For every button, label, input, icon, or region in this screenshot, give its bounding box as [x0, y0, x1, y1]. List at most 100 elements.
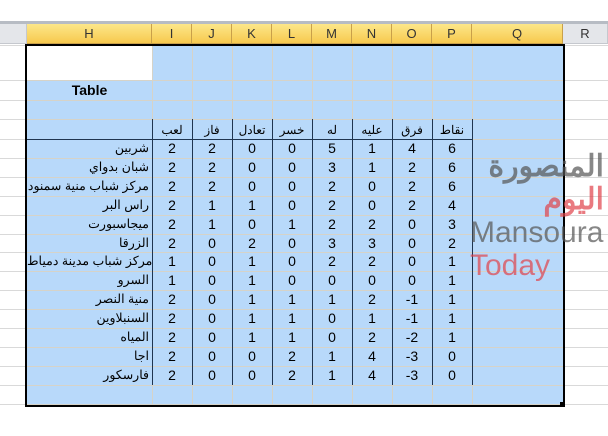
- gridline: [27, 271, 563, 273]
- stat-cell: 3: [448, 215, 456, 232]
- stat-cell: 0: [288, 196, 296, 213]
- stat-cell: 2: [448, 234, 456, 251]
- column-header-N[interactable]: N: [352, 24, 392, 44]
- stat-cell: 0: [208, 291, 216, 308]
- gridline: [27, 403, 563, 405]
- stat-cell: 1: [288, 310, 296, 327]
- stat-cell: 2: [208, 177, 216, 194]
- stat-cell: 2: [368, 291, 376, 308]
- team-name: اجا: [133, 348, 149, 363]
- stat-cell: 6: [448, 140, 456, 156]
- stat-cell: 1: [288, 291, 296, 308]
- stat-cell: 0: [368, 272, 376, 289]
- column-label: له: [326, 123, 338, 137]
- stat-cell: 1: [368, 140, 376, 156]
- stat-cell: 2: [328, 196, 336, 213]
- stat-cell: 0: [288, 253, 296, 270]
- column-header-Q[interactable]: Q: [472, 24, 563, 44]
- column-header-O[interactable]: O: [392, 24, 432, 44]
- stat-cell: 3: [328, 158, 336, 175]
- column-header-J[interactable]: J: [192, 24, 232, 44]
- column-header-P[interactable]: P: [432, 24, 472, 44]
- stat-cell: 2: [168, 310, 176, 327]
- gridline: [27, 309, 563, 311]
- stat-cell: -3: [405, 347, 419, 364]
- stat-cell: 6: [448, 177, 456, 194]
- team-name: ميجاسبورت: [88, 216, 149, 231]
- column-border: [232, 119, 233, 385]
- column-header-M[interactable]: M: [312, 24, 352, 44]
- team-name: الزرقا: [119, 235, 149, 250]
- fill-handle[interactable]: [560, 401, 565, 407]
- stat-cell: 0: [208, 310, 216, 327]
- stat-cell: 2: [328, 177, 336, 194]
- stat-cell: 0: [448, 366, 456, 383]
- column-header-R[interactable]: R: [563, 24, 608, 44]
- stat-cell: 4: [448, 196, 456, 213]
- stat-cell: 0: [248, 347, 256, 364]
- stat-cell: 2: [168, 347, 176, 364]
- stat-cell: 0: [208, 347, 216, 364]
- stat-cell: 1: [248, 196, 256, 213]
- stat-cell: 1: [448, 253, 456, 270]
- stat-cell: 0: [288, 234, 296, 251]
- stat-cell: 3: [368, 234, 376, 251]
- stat-cell: 0: [248, 158, 256, 175]
- stat-cell: 1: [248, 253, 256, 270]
- stat-cell: 0: [288, 140, 296, 156]
- column-label: خسر: [279, 123, 305, 137]
- stat-cell: 5: [328, 140, 336, 156]
- stat-cell: 1: [248, 310, 256, 327]
- column-border: [352, 119, 353, 385]
- toolbar-area: [0, 0, 608, 24]
- column-header-H[interactable]: H: [27, 24, 152, 44]
- stat-cell: 1: [448, 291, 456, 308]
- stat-cell: 1: [368, 158, 376, 175]
- stat-cell: 0: [248, 215, 256, 232]
- stat-cell: 0: [328, 310, 336, 327]
- stat-cell: 1: [288, 215, 296, 232]
- column-border: [272, 119, 273, 385]
- table-title: Table: [71, 82, 108, 98]
- team-name: السنبلاوين: [96, 311, 149, 326]
- filled-range: [27, 45, 563, 404]
- stat-cell: 2: [168, 140, 176, 156]
- column-border: [312, 119, 313, 385]
- stat-cell: 1: [368, 310, 376, 327]
- select-all-corner[interactable]: [0, 24, 27, 44]
- stat-cell: 2: [248, 234, 256, 251]
- team-name: منية النصر: [95, 292, 149, 307]
- stat-cell: 2: [408, 177, 416, 194]
- team-name: فارسكور: [103, 367, 149, 382]
- gridline: [27, 176, 563, 178]
- stat-cell: 1: [288, 329, 296, 345]
- stat-cell: 4: [408, 140, 416, 156]
- stat-cell: 2: [168, 196, 176, 213]
- gridline: [27, 346, 563, 348]
- gridline: [27, 290, 563, 292]
- stat-cell: 0: [408, 253, 416, 270]
- stat-cell: 2: [368, 329, 376, 345]
- team-name: راس البر: [102, 197, 149, 212]
- column-header-L[interactable]: L: [272, 24, 312, 44]
- stat-cell: 1: [208, 196, 216, 213]
- stat-cell: 0: [368, 177, 376, 194]
- team-name: المياه: [120, 330, 149, 344]
- stat-cell: 2: [168, 329, 176, 345]
- stat-cell: 1: [248, 291, 256, 308]
- stat-cell: 1: [448, 272, 456, 289]
- stat-cell: 1: [168, 272, 176, 289]
- column-header-K[interactable]: K: [232, 24, 272, 44]
- team-name: مركز شباب مدينة دمياط: [27, 254, 153, 269]
- stat-cell: 0: [208, 234, 216, 251]
- cell-H1[interactable]: [27, 45, 152, 80]
- column-border: [392, 119, 393, 385]
- stat-cell: 0: [288, 177, 296, 194]
- stat-cell: 1: [208, 215, 216, 232]
- range-border: [25, 44, 565, 407]
- column-header-I[interactable]: I: [152, 24, 192, 44]
- stat-cell: 2: [168, 158, 176, 175]
- stat-cell: -1: [405, 291, 419, 308]
- stat-cell: 0: [328, 329, 336, 345]
- stat-cell: 2: [288, 347, 296, 364]
